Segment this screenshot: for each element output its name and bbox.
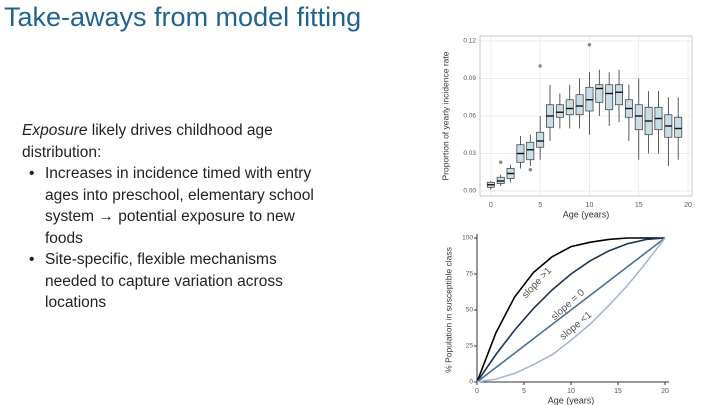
box bbox=[595, 84, 604, 103]
x-axis-title: Age (years) bbox=[548, 395, 595, 405]
slide-body: Exposure likely drives childhood age dis… bbox=[22, 120, 322, 314]
curve bbox=[476, 237, 665, 383]
outlier bbox=[499, 160, 503, 164]
y-tick-label: 0.00 bbox=[463, 188, 476, 195]
bullet: Site-specific, flexible mechanisms neede… bbox=[29, 249, 322, 314]
x-tick-label: 10 bbox=[586, 202, 594, 209]
box bbox=[634, 104, 643, 131]
x-tick-label: 10 bbox=[567, 388, 575, 395]
x-tick-label: 15 bbox=[635, 202, 643, 209]
box bbox=[674, 116, 683, 138]
box bbox=[575, 94, 584, 116]
x-tick-label: 0 bbox=[489, 202, 493, 209]
curve bbox=[476, 237, 666, 383]
intro-text: likely drives childhood age distribution… bbox=[22, 122, 273, 161]
intro-italic: Exposure bbox=[22, 122, 88, 139]
x-tick-label: 5 bbox=[522, 388, 526, 395]
slide-title: Take-aways from model fitting bbox=[4, 2, 362, 32]
y-tick-label: 0.06 bbox=[463, 113, 476, 120]
box bbox=[555, 104, 564, 118]
intro: Exposure likely drives childhood age dis… bbox=[22, 120, 322, 163]
curve bbox=[476, 237, 666, 383]
outlier bbox=[587, 43, 592, 47]
x-tick-label: 20 bbox=[661, 388, 669, 395]
x-tick-label: 0 bbox=[475, 388, 479, 395]
y-tick-label: 0.03 bbox=[463, 150, 476, 157]
y-axis-title: % Population in susceptible class bbox=[443, 247, 453, 373]
box bbox=[526, 141, 535, 161]
curve bbox=[476, 237, 666, 383]
y-tick-label: 100 bbox=[462, 235, 473, 242]
y-tick-label: 0.09 bbox=[463, 75, 476, 82]
outlier bbox=[538, 64, 542, 68]
box bbox=[536, 131, 545, 148]
chart: 0 25 50 75 100 0 5 10 15 20 Age (years) % Populatio… bbox=[443, 234, 669, 405]
y-tick-label: 25 bbox=[466, 343, 474, 350]
outlier bbox=[528, 168, 532, 172]
chart: 0.00 0.03 0.06 0.09 0.12 0 5 10 15 20 Age (years) P… bbox=[440, 35, 693, 219]
y-tick-label: 50 bbox=[466, 307, 474, 314]
y-tick-label: 0.12 bbox=[463, 38, 476, 45]
box bbox=[615, 84, 623, 106]
x-tick-label: 15 bbox=[614, 388, 622, 395]
x-tick-label: 5 bbox=[538, 202, 542, 209]
bullet: Increases in incidence timed with entry … bbox=[29, 163, 322, 249]
y-tick-label: 0 bbox=[469, 379, 473, 386]
bullet-list: Increases in incidence timed with entry … bbox=[22, 163, 322, 314]
y-axis-title: Proportion of yearly incidence rate bbox=[440, 51, 450, 180]
x-tick-label: 20 bbox=[684, 202, 692, 209]
box bbox=[565, 99, 574, 116]
y-tick-label: 75 bbox=[466, 271, 474, 278]
box bbox=[605, 84, 614, 111]
x-axis-title: Age (years) bbox=[563, 209, 610, 219]
